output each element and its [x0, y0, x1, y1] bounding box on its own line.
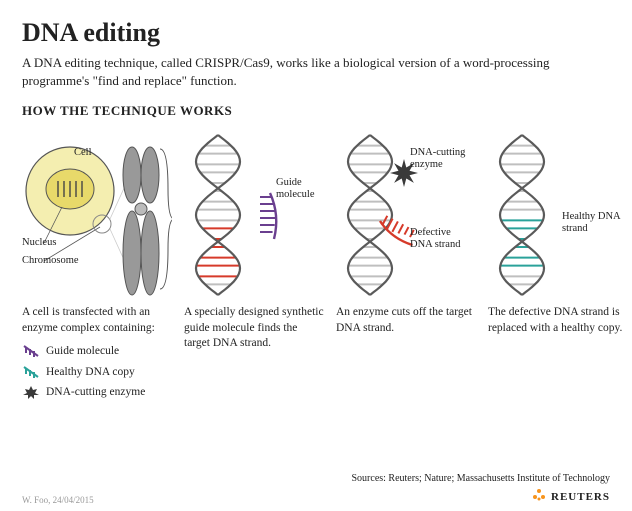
panel-3-art: DNA-cutting enzyme Defective DNA strand [336, 129, 476, 299]
legend-guide-label: Guide molecule [46, 342, 119, 360]
legend-enzyme-label: DNA-cutting enzyme [46, 383, 145, 401]
panel-4-art: Healthy DNA strand [488, 129, 628, 299]
label-healthy: Healthy DNA strand [562, 211, 622, 234]
panel-2-caption: A specially designed synthetic guide mol… [184, 305, 324, 352]
legend-guide: Guide molecule [22, 342, 172, 360]
page-title: DNA editing [22, 18, 610, 48]
panel-3: DNA-cutting enzyme Defective DNA strand … [336, 129, 476, 401]
label-enzyme: DNA-cutting enzyme [410, 147, 470, 170]
panel-4-caption: The defective DNA strand is replaced wit… [488, 305, 628, 336]
panel-1-art: Cell Nucleus Chromosome [22, 129, 172, 299]
panel-1-caption: A cell is transfected with an enzyme com… [22, 305, 172, 336]
credits: W. Foo, 24/04/2015 [22, 495, 94, 505]
panel-1: Cell Nucleus Chromosome A cell is transf… [22, 129, 172, 401]
enzyme-icon [22, 385, 40, 399]
panel-2-art: Guide molecule [184, 129, 324, 299]
label-defective: Defective DNA strand [410, 227, 470, 250]
legend-enzyme: DNA-cutting enzyme [22, 383, 172, 401]
legend-healthy: Healthy DNA copy [22, 363, 172, 381]
brand-logo: REUTERS [532, 488, 610, 505]
panel-3-caption: An enzyme cuts off the target DNA strand… [336, 305, 476, 336]
legend: Guide molecule Healthy DNA copy DNA-cutt… [22, 340, 172, 401]
sources-text: Sources: Reuters; Nature; Massachusetts … [351, 472, 610, 485]
subheading: HOW THE TECHNIQUE WORKS [22, 103, 610, 119]
label-cell: Cell [74, 147, 92, 159]
healthy-dna-icon [22, 365, 40, 379]
panels-row: Cell Nucleus Chromosome A cell is transf… [22, 129, 610, 401]
label-guide-molecule: Guide molecule [276, 177, 324, 200]
guide-molecule-icon [22, 344, 40, 358]
label-nucleus: Nucleus [22, 237, 56, 249]
brand-dots-icon [532, 488, 546, 505]
intro-text: A DNA editing technique, called CRISPR/C… [22, 54, 582, 89]
panel-2: Guide molecule A specially designed synt… [184, 129, 324, 401]
legend-healthy-label: Healthy DNA copy [46, 363, 135, 381]
label-chromosome: Chromosome [22, 255, 79, 267]
panel-4: Healthy DNA strand The defective DNA str… [488, 129, 628, 401]
brand-text: REUTERS [551, 491, 610, 503]
